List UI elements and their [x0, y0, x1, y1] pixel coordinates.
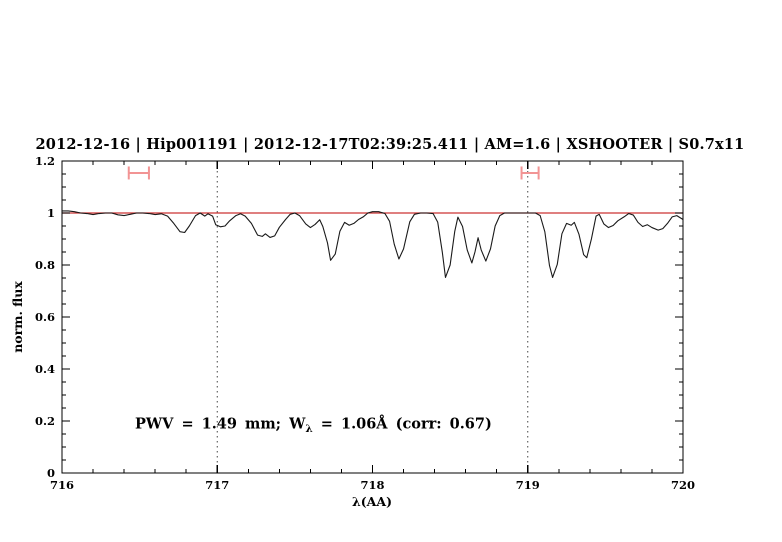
y-tick-label-0.8: 0.8 [35, 258, 55, 272]
spectrum-line [61, 210, 684, 279]
axes-frame [61, 160, 684, 474]
pwv-annotation-prefix: PWV = 1.49 mm; W [135, 415, 306, 432]
minor-ticks [62, 161, 683, 473]
x-tick-label-716: 716 [50, 478, 74, 492]
major-ticks [61, 160, 684, 474]
x-axis-label: λ(AA) [352, 494, 392, 509]
x-tick-label-719: 719 [516, 478, 540, 492]
dotted-guide-lines [216, 161, 529, 473]
plot-title: 2012-12-16 | Hip001191 | 2012-12-17T02:3… [36, 136, 745, 153]
pwv-annotation-lambda-subscript: λ [305, 423, 312, 435]
y-tick-label-0: 0 [47, 466, 55, 480]
x-tick-label-717: 717 [205, 478, 229, 492]
y-tick-label-0.4: 0.4 [35, 362, 55, 376]
tick-labels: 716 717 718 719 720 0 0.2 0.4 0.6 0.8 1 1.2 [35, 154, 695, 492]
y-tick-label-1: 1 [47, 206, 55, 220]
pwv-annotation-suffix: = 1.06Å (corr: 0.67) [313, 414, 492, 432]
range-marker-1 [127, 166, 150, 180]
x-tick-label-720: 720 [671, 478, 695, 492]
range-marker-2 [520, 166, 540, 180]
y-tick-label-1.2: 1.2 [35, 154, 55, 168]
pwv-annotation: PWV = 1.49 mm; Wλ = 1.06Å (corr: 0.67) [135, 414, 492, 435]
x-tick-label-718: 718 [360, 478, 384, 492]
y-tick-label-0.2: 0.2 [35, 414, 55, 428]
y-axis-label: norm. flux [10, 281, 25, 353]
data-layer [61, 166, 684, 279]
y-tick-label-0.6: 0.6 [35, 310, 55, 324]
